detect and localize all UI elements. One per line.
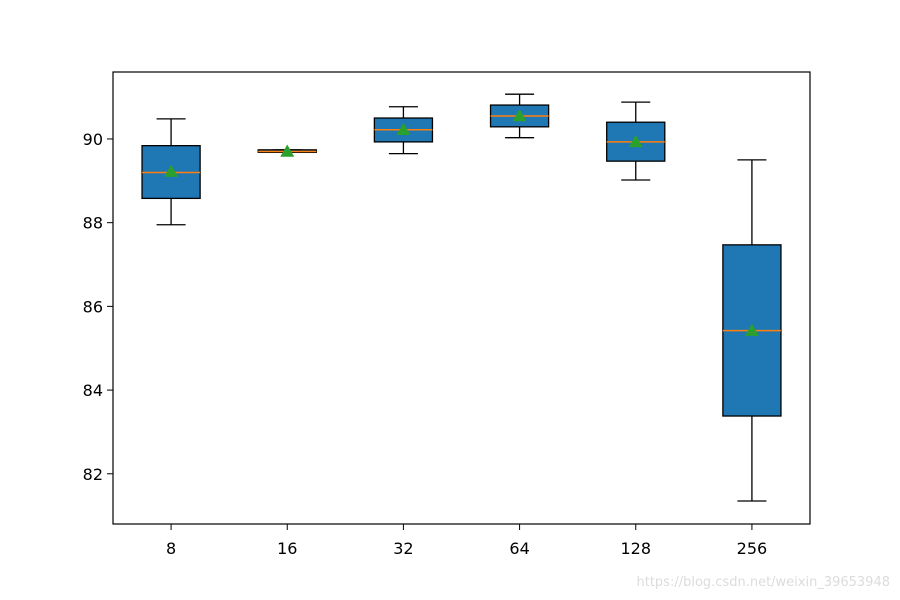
y-axis: 82 84 86 88 90 (83, 130, 113, 484)
mean-marker (396, 122, 411, 136)
mean-marker (164, 164, 179, 177)
mean-marker (280, 144, 295, 157)
box-group-16 (257, 144, 317, 157)
box-group-64 (489, 93, 550, 139)
y-tick-label: 88 (83, 214, 103, 233)
mean-marker (512, 108, 527, 122)
mean-marker (628, 134, 643, 148)
box-group-32 (373, 106, 434, 155)
x-axis: 8 16 32 64 128 256 (166, 524, 767, 558)
x-tick-label: 128 (620, 539, 651, 558)
x-tick-label: 256 (737, 539, 768, 558)
y-tick-label: 84 (83, 381, 103, 400)
x-tick-label: 32 (393, 539, 413, 558)
y-tick-label: 82 (83, 465, 103, 484)
watermark-text: https://blog.csdn.net/weixin_39653948 (636, 575, 890, 590)
x-tick-label: 8 (166, 539, 176, 558)
x-tick-label: 16 (277, 539, 297, 558)
mean-marker (744, 323, 759, 336)
box-group-128 (606, 101, 666, 181)
x-tick-label: 64 (509, 539, 529, 558)
boxes-layer (141, 93, 782, 502)
y-tick-label: 90 (83, 130, 103, 149)
y-tick-label: 86 (83, 297, 103, 316)
box-group-8 (141, 118, 201, 226)
box-group-256 (722, 159, 782, 502)
plot-area-frame (112, 71, 811, 525)
